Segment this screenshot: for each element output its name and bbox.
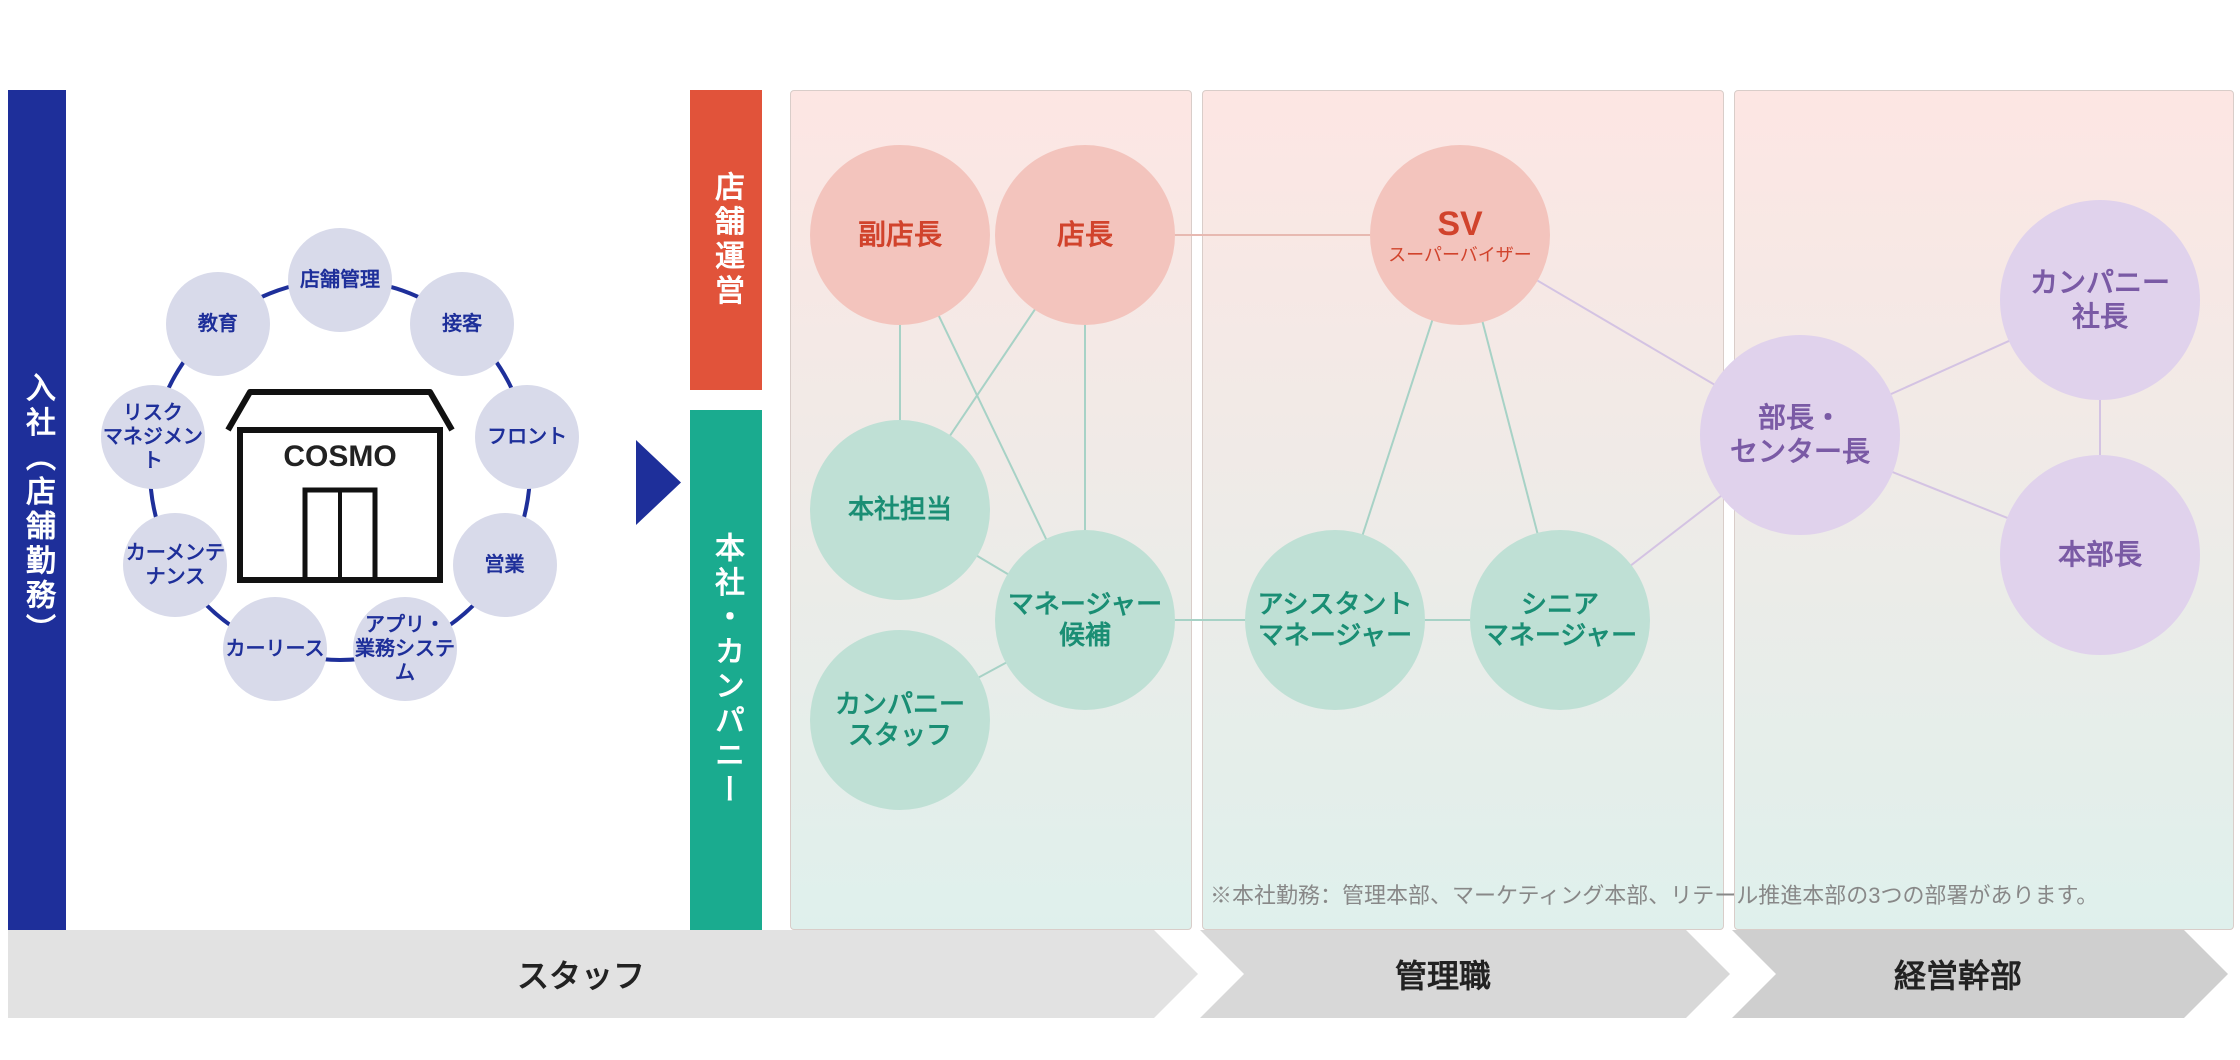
career-node-comp_pres: カンパニー 社長 — [2000, 200, 2200, 400]
skill-node-6: カーメンテ ナンス — [123, 513, 227, 617]
skill-node-3: 営業 — [453, 513, 557, 617]
career-node-asst_mgr: アシスタント マネージャー — [1245, 530, 1425, 710]
career-node-mgr: 店長 — [995, 145, 1175, 325]
level-chevron-1: 管理職 — [1200, 930, 1730, 1018]
career-node-bucho: 部長・ センター長 — [1700, 335, 1900, 535]
career-node-snr_mgr: シニア マネージャー — [1470, 530, 1650, 710]
track-bar-1: 本社・カンパニー — [690, 410, 762, 930]
diagram-root: 入社（店舗勤務） 店舗運営本社・カンパニー COSMO 店舗管理接客フロント営業アプリ… — [0, 0, 2240, 1060]
skill-node-4: アプリ・ 業務システム — [353, 597, 457, 701]
entry-bar: 入社（店舗勤務） — [8, 90, 66, 930]
career-node-honbucho: 本部長 — [2000, 455, 2200, 655]
skill-node-1: 接客 — [410, 272, 514, 376]
skill-node-2: フロント — [475, 385, 579, 489]
skill-node-8: 教育 — [166, 272, 270, 376]
svg-text:COSMO: COSMO — [283, 440, 396, 473]
skill-node-5: カーリース — [223, 597, 327, 701]
career-node-comp_staff: カンパニー スタッフ — [810, 630, 990, 810]
skill-node-0: 店舗管理 — [288, 228, 392, 332]
track-bar-0: 店舗運営 — [690, 90, 762, 390]
career-node-hq_tantou: 本社担当 — [810, 420, 990, 600]
career-node-sub_mgr: 副店長 — [810, 145, 990, 325]
career-node-mgr_cand: マネージャー 候補 — [995, 530, 1175, 710]
career-node-sv: SVスーパーバイザー — [1370, 145, 1550, 325]
progress-arrow-icon — [636, 440, 681, 525]
level-chevron-0: スタッフ — [8, 930, 1198, 1018]
store-icon: COSMO — [228, 392, 452, 580]
footnote-text: ※本社勤務：管理本部、マーケティング本部、リテール推進本部の3つの部署があります… — [1210, 878, 2098, 910]
level-chevron-2: 経営幹部 — [1732, 930, 2228, 1018]
skill-node-7: リスク マネジメント — [101, 385, 205, 489]
